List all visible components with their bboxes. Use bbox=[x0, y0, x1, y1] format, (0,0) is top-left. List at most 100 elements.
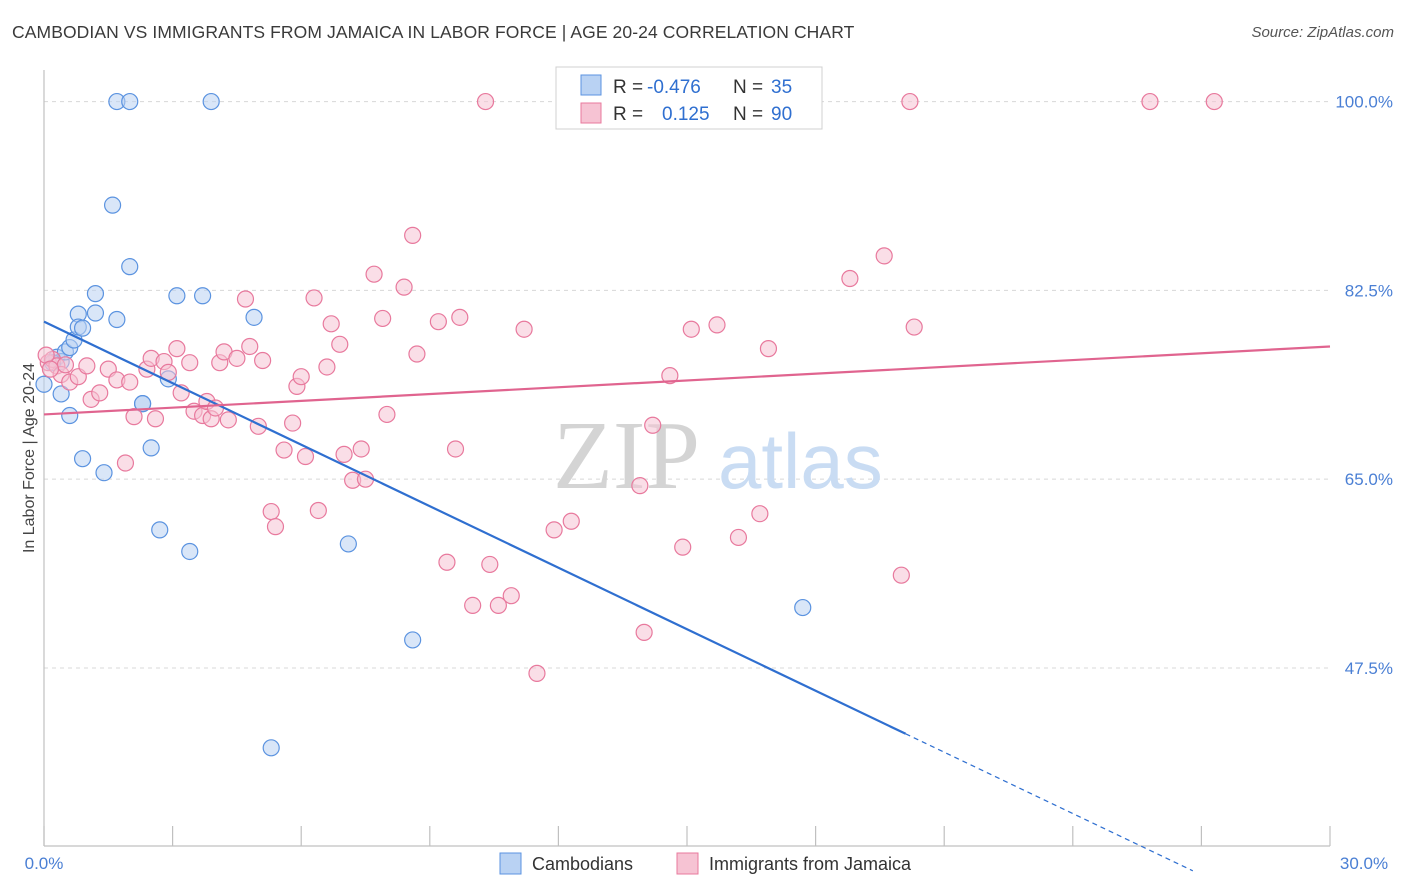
watermark-atlas: atlas bbox=[718, 417, 883, 505]
jamaica-point-63 bbox=[481, 555, 499, 574]
jamaica-point-69 bbox=[562, 512, 580, 530]
jamaica-point-71 bbox=[635, 623, 653, 641]
cambodian-point-26 bbox=[181, 542, 199, 561]
cambodian-point-11 bbox=[73, 450, 92, 468]
cambodian-point-31 bbox=[339, 535, 357, 553]
cambodian-trend-line bbox=[43, 320, 907, 735]
source-label: Source: ZipAtlas.com bbox=[1251, 24, 1394, 41]
cambodian-point-16 bbox=[108, 310, 126, 329]
legend-r-label-1: R = bbox=[613, 77, 643, 98]
jamaica-point-52 bbox=[365, 265, 383, 283]
jamaica-point-37 bbox=[266, 518, 285, 536]
jamaica-point-44 bbox=[309, 501, 327, 520]
cambodian-point-33 bbox=[794, 598, 812, 617]
jamaica-point-12 bbox=[116, 454, 135, 472]
jamaica-point-13 bbox=[121, 373, 139, 391]
legend: R = -0.476 N = 35 R = 0.125 N = 90 bbox=[555, 66, 823, 130]
cambodian-point-32 bbox=[404, 631, 422, 649]
cambodian-point-12 bbox=[86, 304, 105, 322]
cambodian-point-30 bbox=[262, 739, 280, 757]
y-tick-label-3: 100.0% bbox=[1335, 93, 1393, 112]
jamaica-point-31 bbox=[228, 349, 246, 367]
jamaica-point-39 bbox=[284, 414, 302, 432]
jamaica-point-73 bbox=[661, 367, 679, 385]
bottom-legend: Cambodians Immigrants from Jamaica bbox=[499, 852, 912, 875]
y-axis-tick-labels: 47.5% 65.0% 82.5% 100.0% bbox=[1335, 93, 1393, 678]
trend-lines bbox=[43, 320, 1331, 872]
jamaica-point-43 bbox=[305, 289, 323, 307]
jamaica-point-17 bbox=[146, 410, 165, 428]
jamaica-point-41 bbox=[292, 368, 310, 386]
jamaica-point-47 bbox=[331, 335, 349, 353]
jamaica-point-54 bbox=[378, 405, 396, 424]
x-tick-label-max: 30.0% bbox=[1340, 854, 1388, 873]
jamaica-point-60 bbox=[446, 440, 465, 458]
jamaica-point-85 bbox=[901, 92, 919, 111]
jamaica-point-82 bbox=[892, 566, 910, 584]
cambodian-point-13 bbox=[86, 285, 105, 303]
jamaica-point-89 bbox=[41, 360, 60, 378]
jamaica-point-30 bbox=[219, 411, 237, 429]
jamaica-point-22 bbox=[181, 354, 199, 372]
watermark-zip: ZIP bbox=[553, 402, 700, 510]
cambodian-point-0 bbox=[35, 375, 53, 393]
jamaica-point-42 bbox=[296, 447, 315, 466]
jamaica-point-58 bbox=[429, 313, 447, 331]
jamaica-point-32 bbox=[236, 290, 255, 308]
jamaica-point-74 bbox=[674, 538, 692, 556]
jamaica-point-57 bbox=[408, 345, 426, 363]
jamaica-point-75 bbox=[682, 320, 700, 338]
cambodian-trend-extension bbox=[905, 733, 1194, 872]
legend-r-label-2: R = bbox=[613, 104, 643, 125]
jamaica-point-50 bbox=[352, 440, 370, 458]
jamaica-point-36 bbox=[262, 502, 280, 521]
jamaica-point-64 bbox=[489, 596, 507, 615]
jamaica-point-9 bbox=[91, 384, 109, 402]
y-tick-label-1: 65.0% bbox=[1345, 470, 1393, 489]
jamaica-point-45 bbox=[318, 358, 336, 376]
cambodian-point-14 bbox=[95, 464, 113, 482]
jamaica-trend-line bbox=[43, 345, 1331, 416]
cambodian-point-27 bbox=[194, 287, 212, 305]
bottom-legend-cambodians: Cambodians bbox=[532, 854, 633, 874]
jamaica-point-86 bbox=[1141, 92, 1159, 111]
x-tick-label-min: 0.0% bbox=[25, 854, 64, 873]
cambodian-point-28 bbox=[202, 92, 220, 111]
jamaica-point-62 bbox=[464, 596, 482, 615]
jamaica-point-48 bbox=[335, 445, 353, 463]
jamaica-point-35 bbox=[254, 351, 272, 370]
jamaica-point-80 bbox=[841, 269, 859, 288]
jamaica-point-61 bbox=[451, 308, 469, 326]
y-tick-label-2: 82.5% bbox=[1345, 281, 1393, 300]
jamaica-point-70 bbox=[631, 477, 649, 495]
cambodian-point-21 bbox=[133, 395, 152, 413]
jamaica-point-87 bbox=[1205, 92, 1223, 111]
legend-n-label-2: N = bbox=[733, 104, 763, 125]
cambodian-point-7 bbox=[61, 406, 79, 425]
legend-swatch-cambodians bbox=[580, 74, 602, 96]
jamaica-point-79 bbox=[759, 340, 778, 358]
jamaica-point-56 bbox=[404, 226, 422, 244]
jamaica-point-27 bbox=[206, 399, 225, 417]
gridlines bbox=[44, 101, 1330, 669]
cambodian-point-15 bbox=[103, 196, 122, 214]
cambodian-point-3 bbox=[52, 385, 70, 403]
legend-swatch-jamaica bbox=[580, 102, 602, 124]
legend-r-value-2: 0.125 bbox=[662, 104, 710, 125]
bottom-legend-jamaica: Immigrants from Jamaica bbox=[709, 854, 912, 874]
y-axis-label: In Labor Force | Age 20-24 bbox=[21, 363, 38, 553]
jamaica-point-20 bbox=[168, 340, 186, 358]
jamaica-point-76 bbox=[708, 316, 726, 334]
cambodian-point-25 bbox=[168, 287, 186, 305]
jamaica-point-77 bbox=[729, 528, 748, 547]
bottom-legend-swatch-jamaica bbox=[676, 852, 699, 875]
cambodian-point-19 bbox=[121, 258, 139, 276]
jamaica-point-4 bbox=[56, 356, 75, 374]
jamaica-point-55 bbox=[395, 278, 413, 296]
jamaica-point-33 bbox=[241, 337, 259, 356]
cambodian-point-29 bbox=[245, 308, 263, 326]
jamaica-point-83 bbox=[905, 318, 923, 336]
jamaica-point-81 bbox=[875, 247, 893, 265]
cambodian-point-10 bbox=[73, 319, 92, 337]
x-axis-ticks bbox=[43, 826, 1331, 846]
